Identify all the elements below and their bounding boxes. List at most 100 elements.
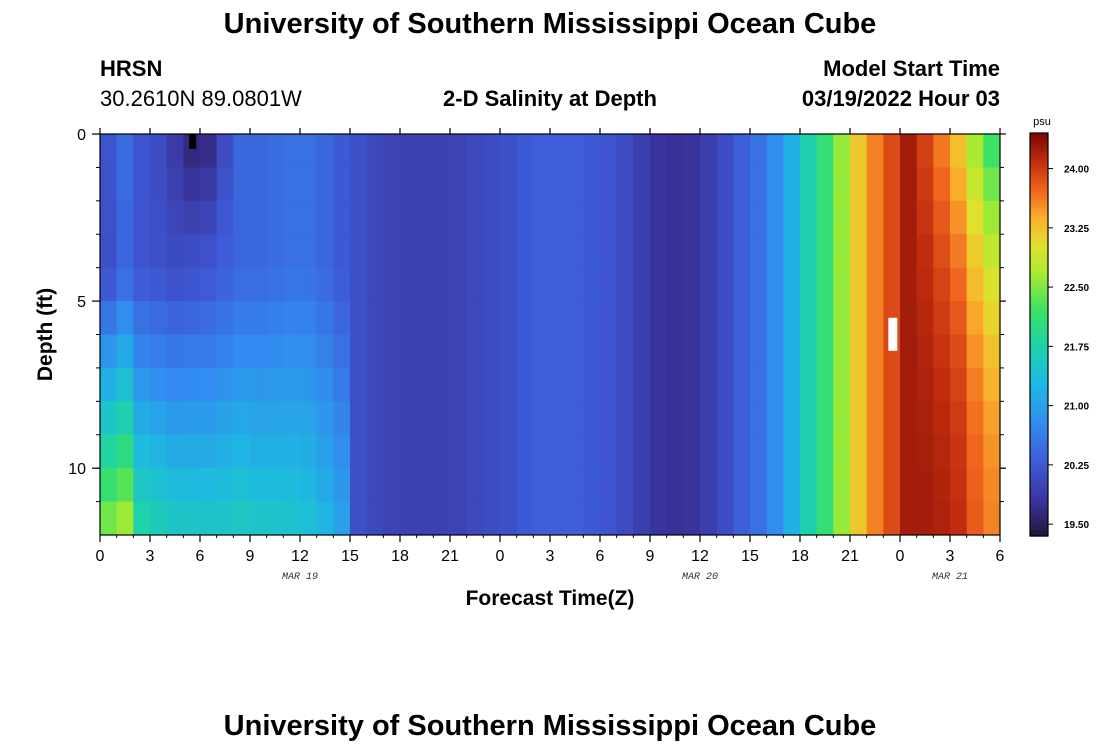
heatmap-cell (966, 200, 984, 235)
heatmap-cell (450, 301, 468, 335)
heatmap-cell (266, 501, 284, 536)
heatmap-cell (716, 334, 734, 369)
heatmap-cell (700, 401, 718, 436)
colorbar-segment (1030, 358, 1048, 362)
x-tick-label: 12 (691, 548, 709, 565)
heatmap-cell (883, 434, 901, 469)
heatmap-cell (433, 367, 451, 402)
heatmap-cell (100, 134, 118, 168)
heatmap-cell (400, 501, 418, 536)
x-tick-label: 12 (291, 548, 309, 565)
heatmap-cell (450, 200, 468, 235)
colorbar-segment (1030, 398, 1048, 403)
heatmap-cell (783, 234, 801, 269)
heatmap-cell (366, 301, 384, 335)
heatmap-cell (816, 367, 834, 402)
heatmap-cell (400, 367, 418, 402)
heatmap-cell (216, 234, 234, 269)
heatmap-cell (650, 367, 668, 402)
heatmap-cell (833, 367, 851, 402)
colorbar-segment (1030, 462, 1048, 467)
heatmap-cell (416, 267, 434, 302)
heatmap-cell (666, 334, 684, 369)
colorbar-segment (1030, 351, 1048, 356)
colorbar-segment (1030, 401, 1048, 406)
heatmap-cell (383, 434, 401, 469)
colorbar-tick-label: 19.50 (1064, 520, 1089, 531)
heatmap-cell (933, 401, 951, 436)
heatmap-cell (366, 200, 384, 235)
heatmap-cell (383, 167, 401, 202)
colorbar-segment (1030, 472, 1048, 477)
heatmap-cell (283, 468, 301, 503)
heatmap-cell (883, 167, 901, 202)
heatmap-cell (900, 367, 918, 402)
heatmap-cell (600, 334, 618, 369)
heatmap-cell (483, 267, 501, 302)
heatmap-cell (350, 267, 368, 302)
heatmap-cell (200, 200, 218, 235)
x-tick-label: 21 (841, 548, 859, 565)
heatmap-cell (983, 234, 1001, 269)
heatmap-cell (250, 301, 268, 335)
heatmap-cell (416, 434, 434, 469)
heatmap-cell (200, 434, 218, 469)
heatmap-cell (866, 501, 884, 536)
heatmap-cell (733, 134, 751, 168)
heatmap-cell (233, 167, 251, 202)
heatmap-cell (683, 200, 701, 235)
heatmap-cell (283, 134, 301, 168)
heatmap-cell (350, 234, 368, 269)
heatmap-cell (250, 501, 268, 536)
heatmap-cell (550, 468, 568, 503)
heatmap-cell (950, 367, 968, 402)
heatmap-cell (550, 401, 568, 436)
station-id: HRSN (100, 56, 163, 81)
heatmap-cell (366, 134, 384, 168)
heatmap-cell (683, 234, 701, 269)
heatmap-cell (716, 267, 734, 302)
heatmap-cell (366, 334, 384, 369)
heatmap-cell (283, 501, 301, 536)
heatmap-cell (983, 401, 1001, 436)
heatmap-cell (833, 401, 851, 436)
colorbar-segment (1030, 482, 1048, 487)
colorbar-segment (1030, 196, 1048, 201)
heatmap-cell (816, 468, 834, 503)
heatmap-cell (216, 401, 234, 436)
heatmap-cell (483, 200, 501, 235)
colorbar-segment (1030, 364, 1048, 369)
heatmap-cell (983, 367, 1001, 402)
heatmap-cell (850, 167, 868, 202)
heatmap-cell (450, 334, 468, 369)
heatmap-cell (866, 267, 884, 302)
heatmap-cell (333, 367, 351, 402)
heatmap-cell (233, 134, 251, 168)
heatmap-cell (316, 334, 334, 369)
colorbar-segment (1030, 408, 1048, 413)
heatmap-cell (850, 234, 868, 269)
heatmap-cell (433, 334, 451, 369)
heatmap-cell (233, 468, 251, 503)
colorbar-segment (1030, 190, 1048, 195)
heatmap-cell (866, 468, 884, 503)
heatmap-cell (683, 434, 701, 469)
heatmap-cell (283, 301, 301, 335)
heatmap-cell (833, 468, 851, 503)
colorbar-segment (1030, 321, 1048, 326)
heatmap-cell (250, 134, 268, 168)
heatmap-cell (133, 134, 151, 168)
heatmap-cell (966, 401, 984, 436)
heatmap-cell (866, 367, 884, 402)
heatmap-cell (266, 334, 284, 369)
colorbar-segment (1030, 374, 1048, 379)
colorbar-segment (1030, 284, 1048, 289)
x-tick-label: 0 (896, 548, 905, 565)
heatmap-cell (233, 434, 251, 469)
colorbar-segment (1030, 394, 1048, 399)
heatmap-cell (150, 334, 168, 369)
heatmap-cell (333, 334, 351, 369)
heatmap-cell (583, 200, 601, 235)
heatmap-cell (233, 501, 251, 536)
heatmap-cell (300, 167, 318, 202)
